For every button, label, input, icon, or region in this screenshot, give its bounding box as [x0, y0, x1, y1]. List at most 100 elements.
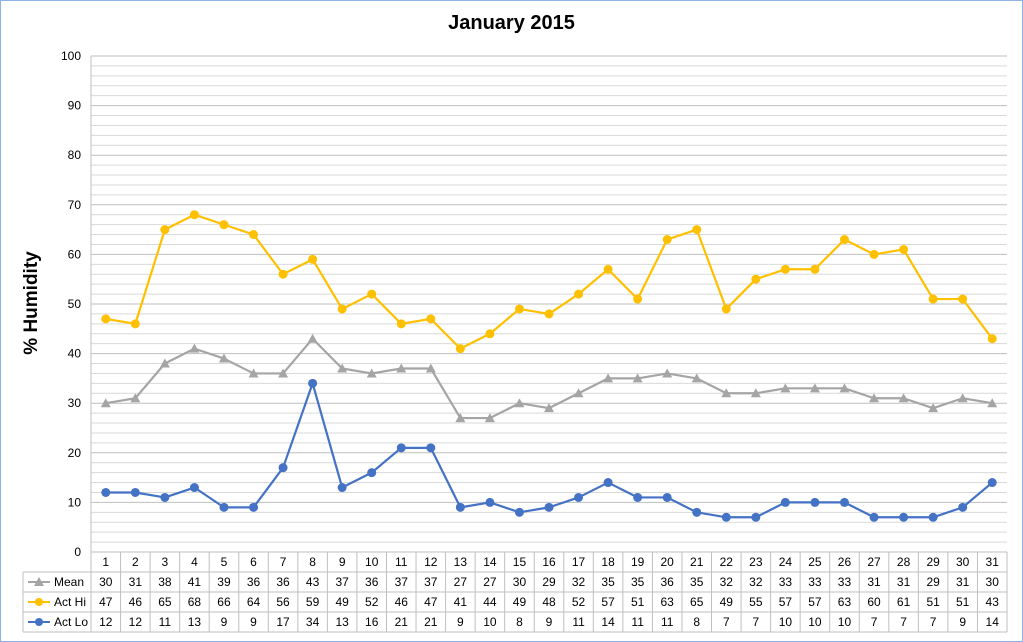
- data-point: [958, 502, 968, 512]
- table-cell-value: 10: [483, 615, 497, 629]
- data-point: [839, 497, 849, 507]
- table-cell-value: 11: [631, 615, 644, 629]
- table-cell-value: 31: [897, 575, 911, 589]
- table-cell-value: 27: [483, 575, 497, 589]
- x-tick-label: 8: [309, 555, 316, 569]
- table-cell-value: 8: [516, 615, 523, 629]
- x-tick-label: 30: [956, 555, 970, 569]
- data-point: [160, 225, 170, 235]
- data-point: [751, 274, 761, 284]
- table-cell-value: 43: [306, 575, 320, 589]
- data-point: [957, 393, 968, 403]
- table-cell-value: 8: [693, 615, 700, 629]
- data-point: [603, 478, 613, 488]
- x-tick-label: 31: [986, 555, 1000, 569]
- data-point: [839, 235, 849, 245]
- data-point: [987, 398, 998, 408]
- y-tick-label: 90: [68, 99, 82, 113]
- table-cell-value: 7: [723, 615, 730, 629]
- data-point: [809, 383, 820, 393]
- data-point: [219, 220, 229, 230]
- table-cell-value: 63: [838, 595, 852, 609]
- table-cell-value: 59: [306, 595, 320, 609]
- table-cell-value: 7: [752, 615, 759, 629]
- data-point: [278, 463, 288, 473]
- data-point: [159, 358, 170, 368]
- table-cell-value: 57: [808, 595, 822, 609]
- y-tick-label: 70: [68, 198, 82, 212]
- table-cell-value: 7: [930, 615, 937, 629]
- table-cell-value: 11: [572, 615, 585, 629]
- table-cell-value: 51: [631, 595, 645, 609]
- table-cell-value: 51: [956, 595, 970, 609]
- x-tick-label: 25: [808, 555, 822, 569]
- data-point: [750, 388, 761, 398]
- data-point: [249, 502, 259, 512]
- table-cell-value: 35: [601, 575, 615, 589]
- data-point: [514, 507, 524, 517]
- table-cell-value: 30: [986, 575, 1000, 589]
- y-tick-label: 10: [68, 495, 82, 509]
- data-point: [101, 487, 111, 497]
- table-cell-value: 9: [546, 615, 553, 629]
- table-cell-value: 36: [247, 575, 261, 589]
- x-tick-label: 19: [631, 555, 645, 569]
- data-point: [189, 210, 199, 220]
- table-cell-value: 14: [601, 615, 615, 629]
- y-tick-label: 80: [68, 148, 82, 162]
- data-point: [484, 413, 495, 423]
- data-point: [810, 497, 820, 507]
- x-tick-label: 27: [867, 555, 881, 569]
- data-point: [425, 363, 436, 373]
- data-point: [130, 487, 140, 497]
- table-cell-value: 9: [250, 615, 257, 629]
- data-point: [218, 353, 229, 363]
- data-point: [130, 393, 141, 403]
- data-point: [899, 512, 909, 522]
- table-cell-value: 12: [99, 615, 113, 629]
- table-cell-value: 46: [129, 595, 143, 609]
- data-point: [514, 304, 524, 314]
- table-cell-value: 66: [217, 595, 231, 609]
- table-cell-value: 56: [276, 595, 290, 609]
- table-cell-value: 52: [572, 595, 586, 609]
- table-cell-value: 41: [188, 575, 202, 589]
- table-cell-value: 30: [99, 575, 113, 589]
- data-point: [189, 343, 200, 353]
- table-cell-value: 31: [956, 575, 970, 589]
- data-point: [366, 368, 377, 378]
- y-tick-label: 60: [68, 247, 82, 261]
- table-cell-value: 21: [395, 615, 409, 629]
- data-point: [248, 368, 259, 378]
- x-tick-label: 17: [572, 555, 586, 569]
- table-cell-value: 9: [959, 615, 966, 629]
- data-point: [160, 492, 170, 502]
- data-point: [692, 507, 702, 517]
- table-cell-value: 9: [221, 615, 228, 629]
- data-point: [396, 443, 406, 453]
- data-point: [278, 368, 289, 378]
- data-point: [632, 373, 643, 383]
- data-point: [455, 344, 465, 354]
- table-cell-value: 39: [217, 575, 231, 589]
- table-cell-value: 46: [395, 595, 409, 609]
- table-cell-value: 10: [779, 615, 793, 629]
- table-cell-value: 32: [720, 575, 734, 589]
- data-point: [839, 383, 850, 393]
- data-point: [721, 512, 731, 522]
- x-tick-label: 24: [779, 555, 793, 569]
- data-point: [721, 388, 732, 398]
- x-tick-label: 5: [221, 555, 228, 569]
- data-point: [633, 492, 643, 502]
- data-point: [396, 363, 407, 373]
- table-cell-value: 37: [395, 575, 409, 589]
- table-cell-value: 11: [661, 615, 674, 629]
- data-point: [544, 403, 554, 413]
- data-point: [691, 373, 702, 383]
- table-cell-value: 68: [188, 595, 202, 609]
- y-tick-label: 30: [68, 396, 82, 410]
- legend-key-marker: [35, 618, 43, 626]
- table-cell-value: 41: [454, 595, 468, 609]
- table-cell-value: 17: [276, 615, 290, 629]
- data-point: [899, 244, 909, 254]
